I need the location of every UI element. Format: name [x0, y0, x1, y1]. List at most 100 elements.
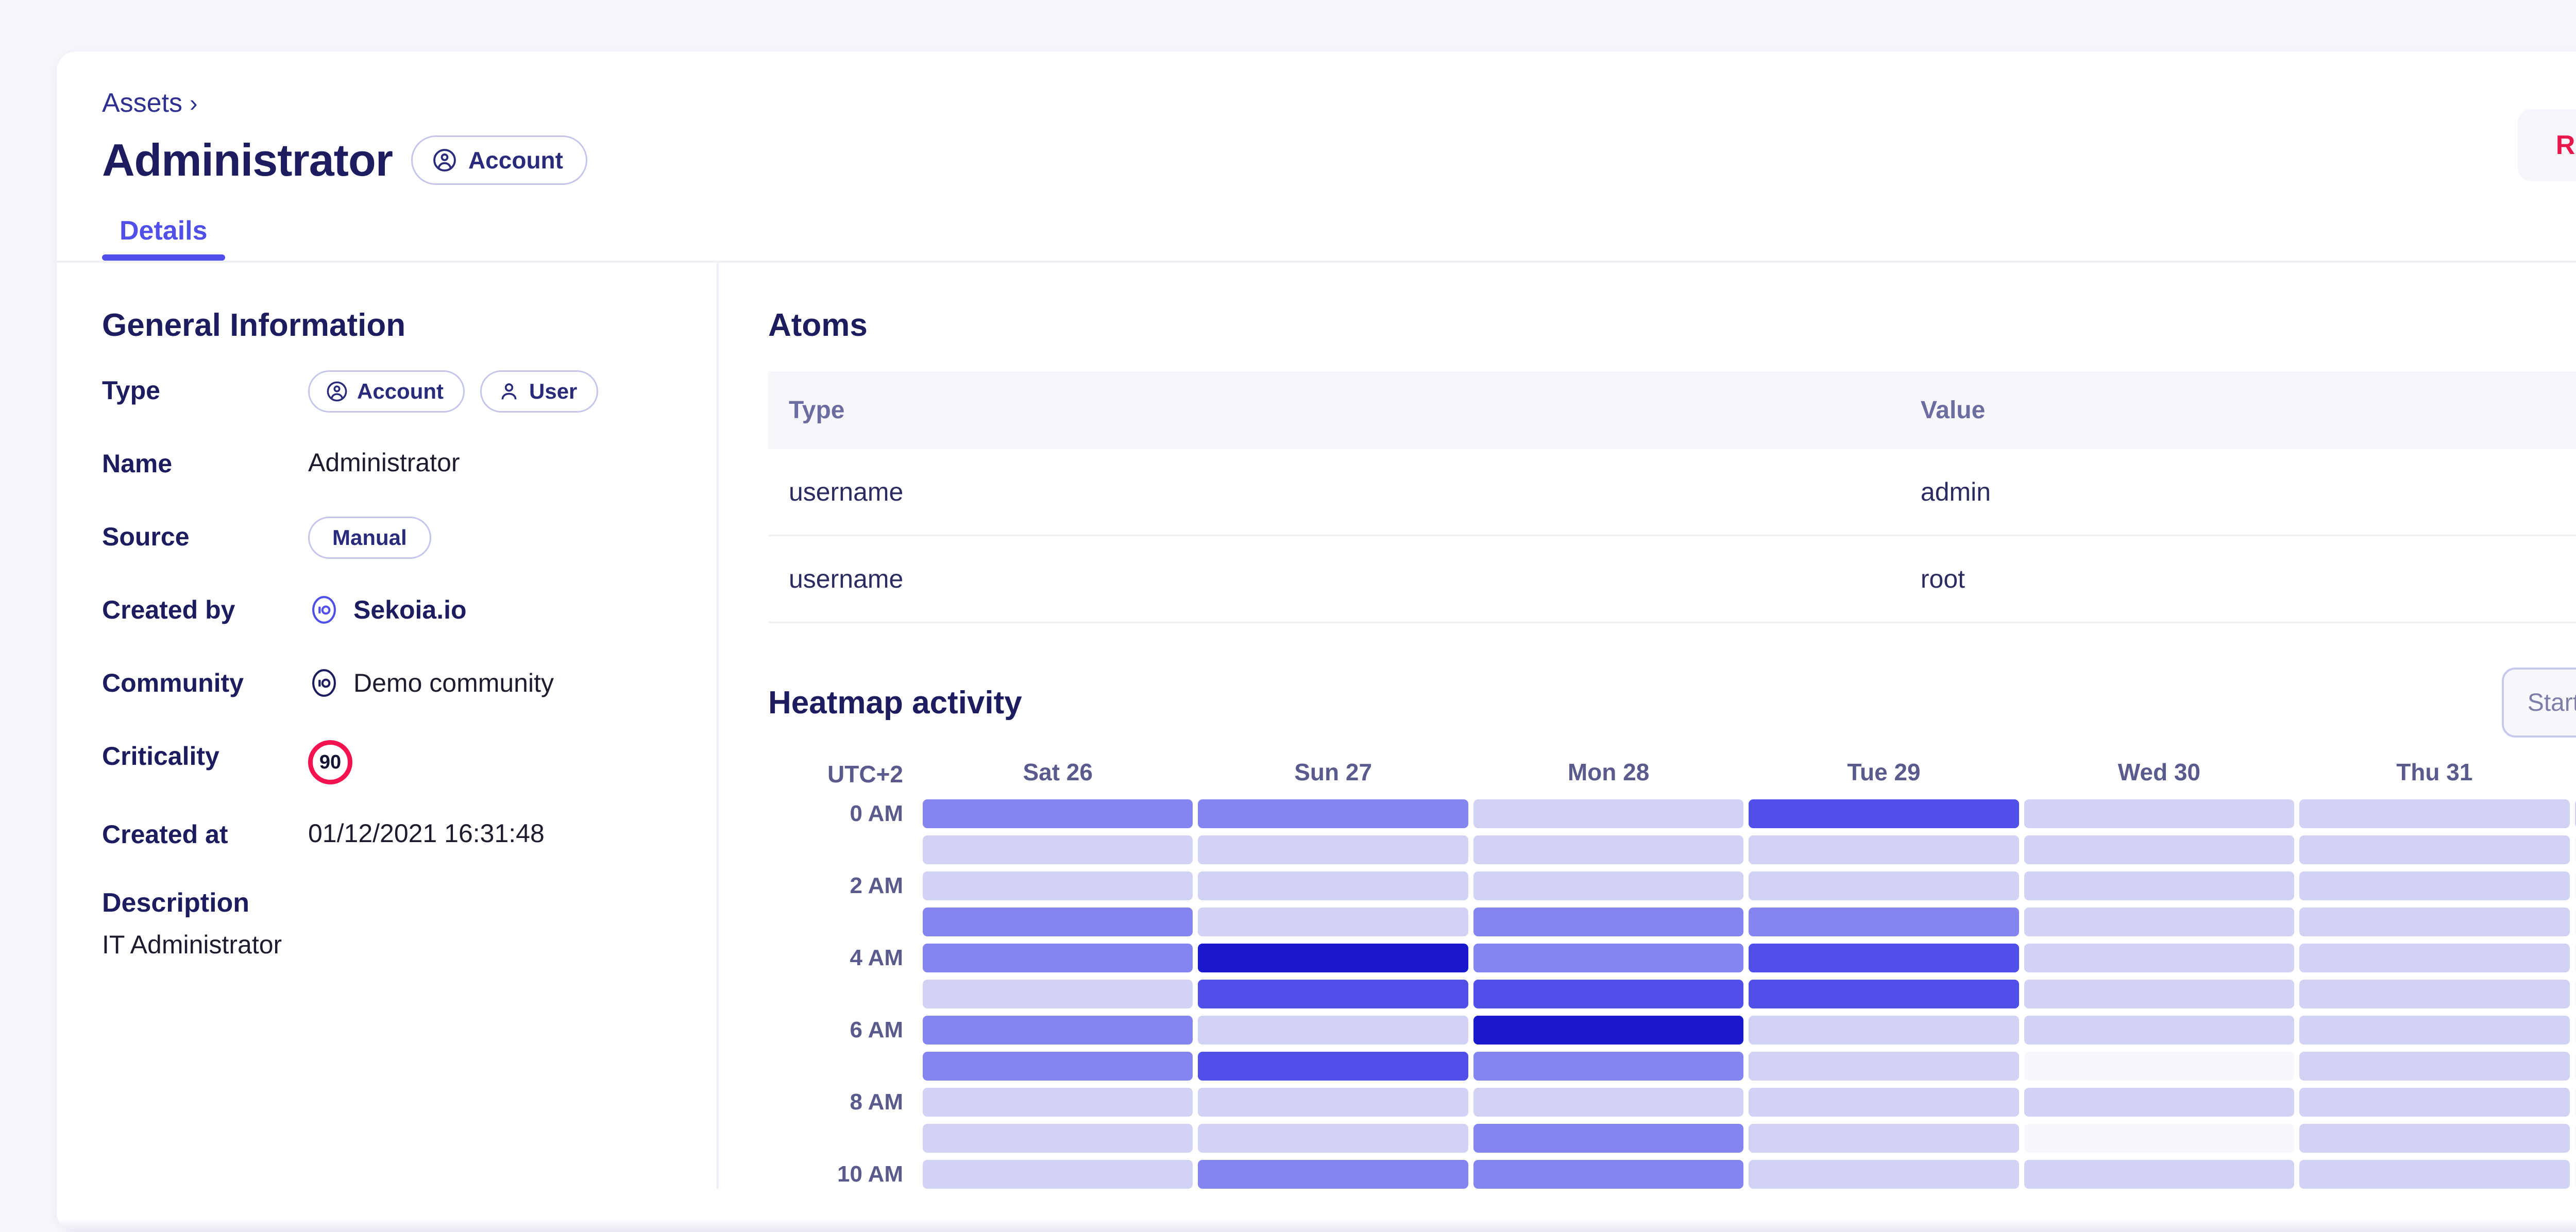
asset-type-chip[interactable]: Account	[411, 135, 587, 185]
heatmap-cell[interactable]	[2299, 1088, 2570, 1117]
heatmap-cell[interactable]	[2299, 1016, 2570, 1045]
type-chip-account[interactable]: Account	[308, 370, 465, 413]
heatmap-cell[interactable]	[1198, 1124, 1468, 1153]
table-row[interactable]: username admin	[768, 449, 2576, 536]
heatmap-cell[interactable]	[1198, 799, 1468, 828]
heatmap-cell[interactable]	[1749, 1160, 2019, 1189]
start-date-input[interactable]: Start date	[2527, 689, 2576, 716]
heatmap-cell[interactable]	[2299, 980, 2570, 1008]
heatmap-cell[interactable]	[1749, 871, 2019, 900]
breadcrumb-item-assets[interactable]: Assets	[102, 88, 183, 118]
heatmap-cell[interactable]	[2024, 1052, 2295, 1081]
asset-type-chip-label: Account	[468, 147, 563, 174]
heatmap-cell[interactable]	[2299, 1160, 2570, 1189]
heatmap-cell[interactable]	[923, 908, 1193, 936]
heatmap-cell[interactable]	[2574, 908, 2576, 936]
heatmap-cell[interactable]	[1473, 799, 1744, 828]
heatmap-cell[interactable]	[923, 1016, 1193, 1045]
heatmap-cell[interactable]	[2574, 871, 2576, 900]
heatmap-cell[interactable]	[2299, 1124, 2570, 1153]
heatmap-cell[interactable]	[2574, 1052, 2576, 1081]
heatmap-cell[interactable]	[923, 944, 1193, 972]
heatmap-cell[interactable]	[1198, 944, 1468, 972]
heatmap-row-label: 2 AM	[850, 873, 904, 898]
heatmap-row-gap	[768, 936, 2576, 944]
heatmap-cell[interactable]	[1198, 1016, 1468, 1045]
heatmap-cell[interactable]	[1473, 1052, 1744, 1081]
heatmap-row-gap	[768, 1153, 2576, 1160]
heatmap-cell[interactable]	[923, 980, 1193, 1008]
date-range-picker[interactable]: Start date End date	[2501, 668, 2576, 738]
heatmap-cell[interactable]	[2574, 1088, 2576, 1117]
heatmap-cell[interactable]	[923, 835, 1193, 864]
heatmap-cell[interactable]	[1473, 980, 1744, 1008]
heatmap-cell[interactable]	[2574, 799, 2576, 828]
heatmap-cell[interactable]	[1198, 1160, 1468, 1189]
field-name-value: Administrator	[308, 448, 460, 477]
heatmap-row: 10 AM	[768, 1160, 2576, 1189]
heatmap-cell[interactable]	[1473, 1016, 1744, 1045]
heatmap-cell[interactable]	[1749, 1016, 2019, 1045]
table-row[interactable]: username root	[768, 535, 2576, 623]
source-chip-manual[interactable]: Manual	[308, 517, 431, 559]
heatmap-cell[interactable]	[923, 1124, 1193, 1153]
heatmap-cell[interactable]	[923, 1088, 1193, 1117]
atoms-table-body: username admin username root	[768, 449, 2576, 623]
heatmap-cell[interactable]	[1473, 944, 1744, 972]
heatmap-cell[interactable]	[2574, 1016, 2576, 1045]
heatmap-cell[interactable]	[1198, 980, 1468, 1008]
heatmap-cell[interactable]	[1473, 908, 1744, 936]
heatmap-cell[interactable]	[2574, 1124, 2576, 1153]
heatmap-cell[interactable]	[1473, 871, 1744, 900]
heatmap-cell[interactable]	[2299, 1052, 2570, 1081]
heatmap-cell[interactable]	[2024, 944, 2295, 972]
heatmap-cell[interactable]	[2299, 944, 2570, 972]
heatmap-cell[interactable]	[1198, 1088, 1468, 1117]
heatmap-cell[interactable]	[1749, 980, 2019, 1008]
heatmap-cell[interactable]	[2024, 1124, 2295, 1153]
heatmap-cell[interactable]	[2024, 1088, 2295, 1117]
heatmap-cell[interactable]	[2299, 835, 2570, 864]
heatmap-cell[interactable]	[2024, 1160, 2295, 1189]
heatmap-timezone-label: UTC+2	[827, 761, 903, 788]
heatmap-cell[interactable]	[923, 1160, 1193, 1189]
heatmap-cell[interactable]	[1473, 1160, 1744, 1189]
heatmap-cell[interactable]	[1198, 1052, 1468, 1081]
heatmap-cell[interactable]	[2574, 835, 2576, 864]
heatmap-cell[interactable]	[1749, 1052, 2019, 1081]
field-community-label: Community	[102, 669, 244, 697]
type-chip-user[interactable]: User	[480, 370, 599, 413]
heatmap-cell[interactable]	[2024, 980, 2295, 1008]
heatmap-cell[interactable]	[1473, 835, 1744, 864]
heatmap-cell[interactable]	[1749, 908, 2019, 936]
heatmap-cell[interactable]	[1198, 835, 1468, 864]
heatmap-cell[interactable]	[1749, 1088, 2019, 1117]
heatmap-cell[interactable]	[2574, 944, 2576, 972]
heatmap-cell[interactable]	[2024, 1016, 2295, 1045]
heatmap-cell[interactable]	[1473, 1088, 1744, 1117]
heatmap-cell[interactable]	[1749, 1124, 2019, 1153]
revoke-button[interactable]: Revoke	[2517, 109, 2576, 181]
heatmap-cell[interactable]	[2299, 871, 2570, 900]
heatmap-cell[interactable]	[923, 799, 1193, 828]
heatmap-cell[interactable]	[2024, 871, 2295, 900]
heatmap-cell[interactable]	[1198, 871, 1468, 900]
heatmap-cell[interactable]	[1749, 944, 2019, 972]
heatmap-cell[interactable]	[2299, 799, 2570, 828]
heatmap-cell[interactable]	[2574, 980, 2576, 1008]
field-name-label: Name	[102, 449, 173, 478]
heatmap-cell[interactable]	[1198, 908, 1468, 936]
heatmap-col-header: Mon 28	[1567, 759, 1650, 785]
heatmap-cell[interactable]	[2024, 835, 2295, 864]
heatmap-cell[interactable]	[2574, 1160, 2576, 1189]
heatmap-cell[interactable]	[2024, 908, 2295, 936]
heatmap-cell[interactable]	[2299, 908, 2570, 936]
heatmap-cell[interactable]	[1473, 1124, 1744, 1153]
heatmap-cell[interactable]	[2024, 799, 2295, 828]
heatmap-cell[interactable]	[923, 871, 1193, 900]
heatmap-cell[interactable]	[923, 1052, 1193, 1081]
heatmap-row-gap	[768, 864, 2576, 871]
heatmap-cell[interactable]	[1749, 835, 2019, 864]
heatmap-cell[interactable]	[1749, 799, 2019, 828]
tab-details[interactable]: Details	[102, 215, 225, 261]
